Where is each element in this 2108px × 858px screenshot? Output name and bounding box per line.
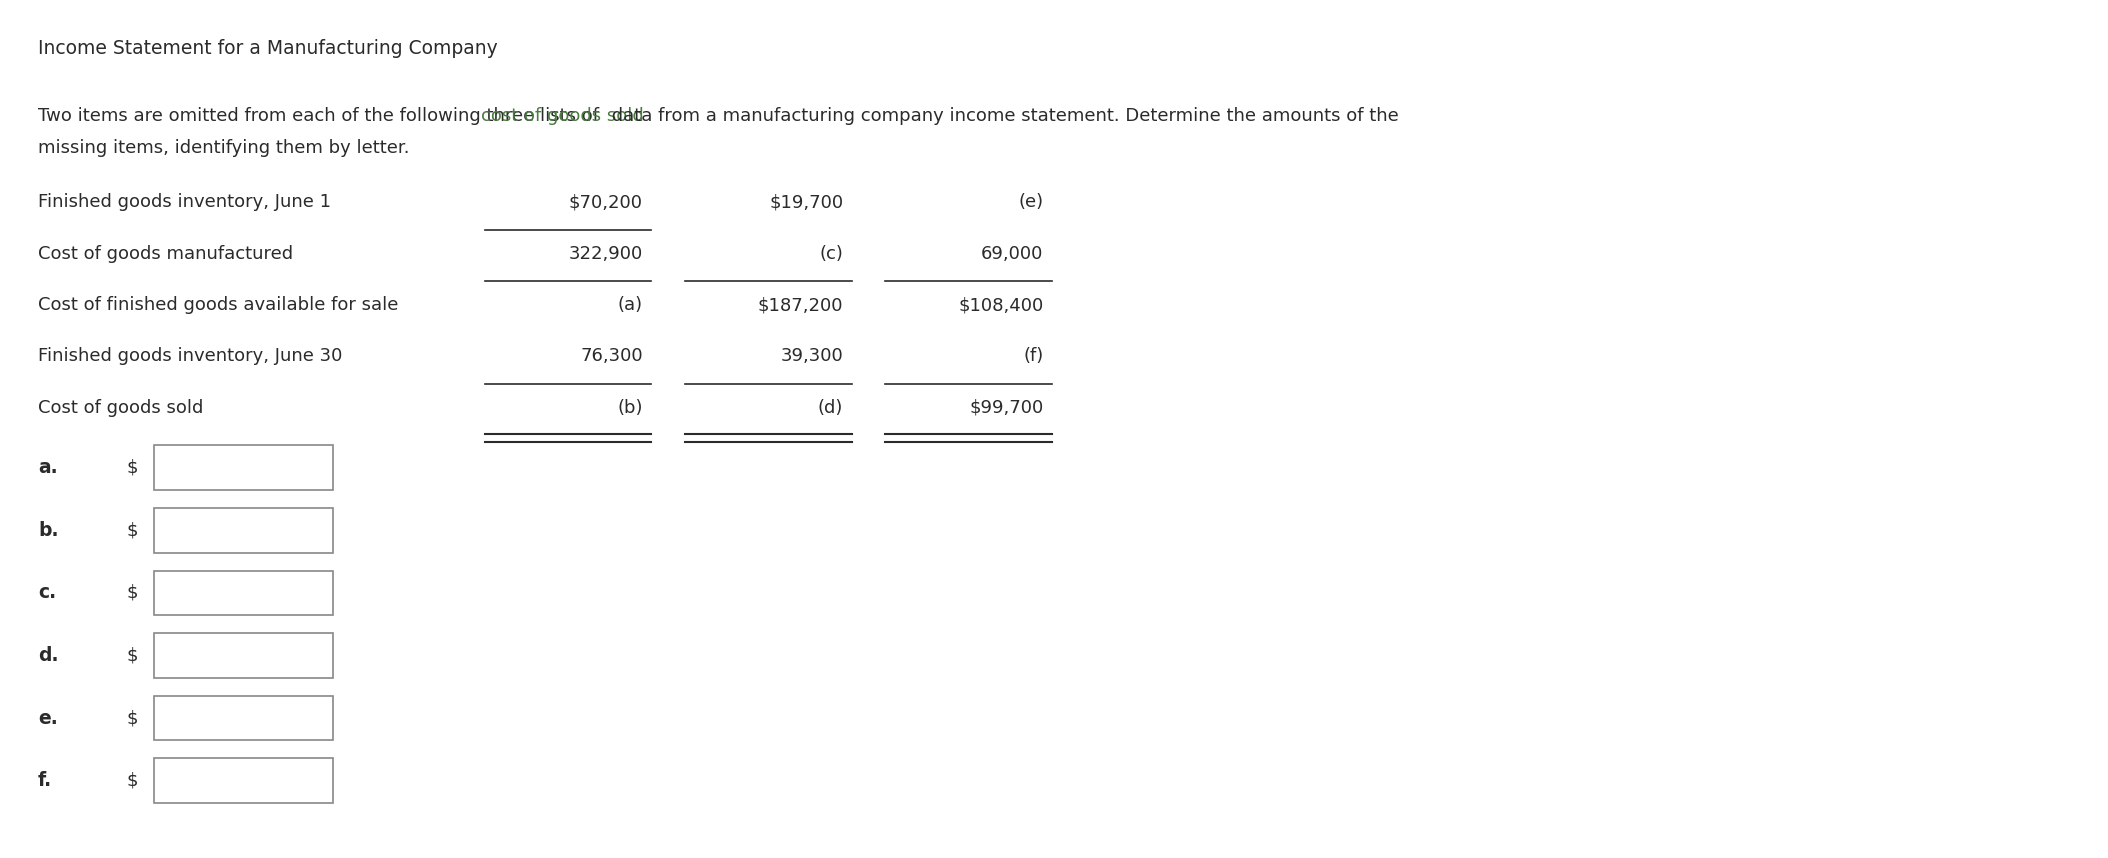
Text: 39,300: 39,300: [780, 347, 843, 366]
FancyBboxPatch shape: [154, 696, 333, 740]
Text: $: $: [126, 459, 137, 476]
Text: (b): (b): [618, 399, 643, 417]
Text: c.: c.: [38, 583, 57, 602]
Text: Cost of goods manufactured: Cost of goods manufactured: [38, 245, 293, 263]
FancyBboxPatch shape: [154, 445, 333, 490]
Text: $99,700: $99,700: [970, 399, 1043, 417]
Text: data from a manufacturing company income statement. Determine the amounts of the: data from a manufacturing company income…: [605, 107, 1398, 125]
Text: $: $: [126, 584, 137, 601]
Text: f.: f.: [38, 771, 53, 790]
Text: (c): (c): [820, 245, 843, 263]
Text: (a): (a): [618, 296, 643, 314]
FancyBboxPatch shape: [154, 758, 333, 803]
Text: Cost of goods sold: Cost of goods sold: [38, 399, 202, 417]
Text: $: $: [126, 647, 137, 664]
Text: 76,300: 76,300: [580, 347, 643, 366]
Text: $: $: [126, 772, 137, 789]
Text: missing items, identifying them by letter.: missing items, identifying them by lette…: [38, 139, 409, 157]
FancyBboxPatch shape: [154, 571, 333, 615]
Text: $108,400: $108,400: [959, 296, 1043, 314]
Text: 69,000: 69,000: [980, 245, 1043, 263]
Text: Finished goods inventory, June 30: Finished goods inventory, June 30: [38, 347, 341, 366]
Text: (e): (e): [1018, 193, 1043, 211]
Text: a.: a.: [38, 458, 57, 477]
Text: b.: b.: [38, 521, 59, 540]
Text: $70,200: $70,200: [569, 193, 643, 211]
Text: Two items are omitted from each of the following three lists of: Two items are omitted from each of the f…: [38, 107, 605, 125]
Text: (f): (f): [1022, 347, 1043, 366]
Text: cost of goods sold: cost of goods sold: [481, 107, 643, 125]
Text: $19,700: $19,700: [769, 193, 843, 211]
Text: Cost of finished goods available for sale: Cost of finished goods available for sal…: [38, 296, 398, 314]
Text: Income Statement for a Manufacturing Company: Income Statement for a Manufacturing Com…: [38, 39, 497, 57]
Text: Finished goods inventory, June 1: Finished goods inventory, June 1: [38, 193, 331, 211]
Text: (d): (d): [818, 399, 843, 417]
Text: 322,900: 322,900: [569, 245, 643, 263]
Text: $187,200: $187,200: [757, 296, 843, 314]
FancyBboxPatch shape: [154, 633, 333, 678]
Text: d.: d.: [38, 646, 59, 665]
FancyBboxPatch shape: [154, 508, 333, 553]
Text: $: $: [126, 522, 137, 539]
Text: $: $: [126, 710, 137, 727]
Text: e.: e.: [38, 709, 57, 728]
